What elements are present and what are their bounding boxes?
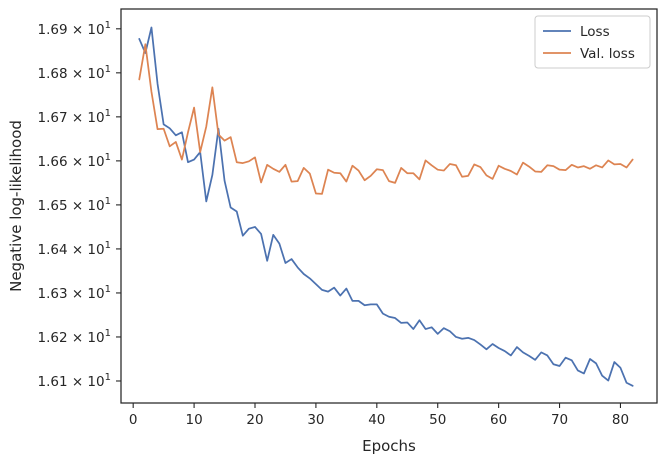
plot-frame <box>120 8 658 404</box>
x-tick-label: 10 <box>185 412 202 428</box>
legend: Loss Val. loss <box>534 15 651 69</box>
y-tick-label: 1.66 × 101 <box>37 152 111 170</box>
y-tick-label: 1.68 × 101 <box>37 64 111 82</box>
plot-layer <box>138 26 634 387</box>
legend-box <box>534 15 651 69</box>
ticks-layer: 0 10 20 30 40 50 60 70 80 1.61 × 101 1.62 × 101 1.6… <box>37 20 629 428</box>
x-tick-label: 80 <box>612 412 629 428</box>
y-tick-label: 1.62 × 101 <box>37 328 111 346</box>
x-tick-label: 0 <box>129 412 138 428</box>
x-tick-label: 70 <box>551 412 568 428</box>
x-tick-label: 60 <box>490 412 507 428</box>
y-tick-label: 1.61 × 101 <box>37 372 111 390</box>
y-tick-label: 1.67 × 101 <box>37 108 111 126</box>
x-tick-label: 20 <box>246 412 263 428</box>
y-tick-label: 1.63 × 101 <box>37 284 111 302</box>
y-axis-label: Negative log-likelihood <box>7 120 25 292</box>
series-line-val-loss <box>138 43 634 195</box>
legend-label-val-loss: Val. loss <box>580 46 635 62</box>
series-line-loss <box>138 26 634 387</box>
y-tick-label: 1.65 × 101 <box>37 196 111 214</box>
x-axis-label: Epochs <box>362 437 416 455</box>
x-tick-label: 40 <box>368 412 385 428</box>
x-tick-label: 30 <box>307 412 324 428</box>
x-tick-label: 50 <box>429 412 446 428</box>
y-tick-label: 1.69 × 101 <box>37 20 111 38</box>
legend-label-loss: Loss <box>580 24 610 40</box>
y-tick-label: 1.64 × 101 <box>37 240 111 258</box>
